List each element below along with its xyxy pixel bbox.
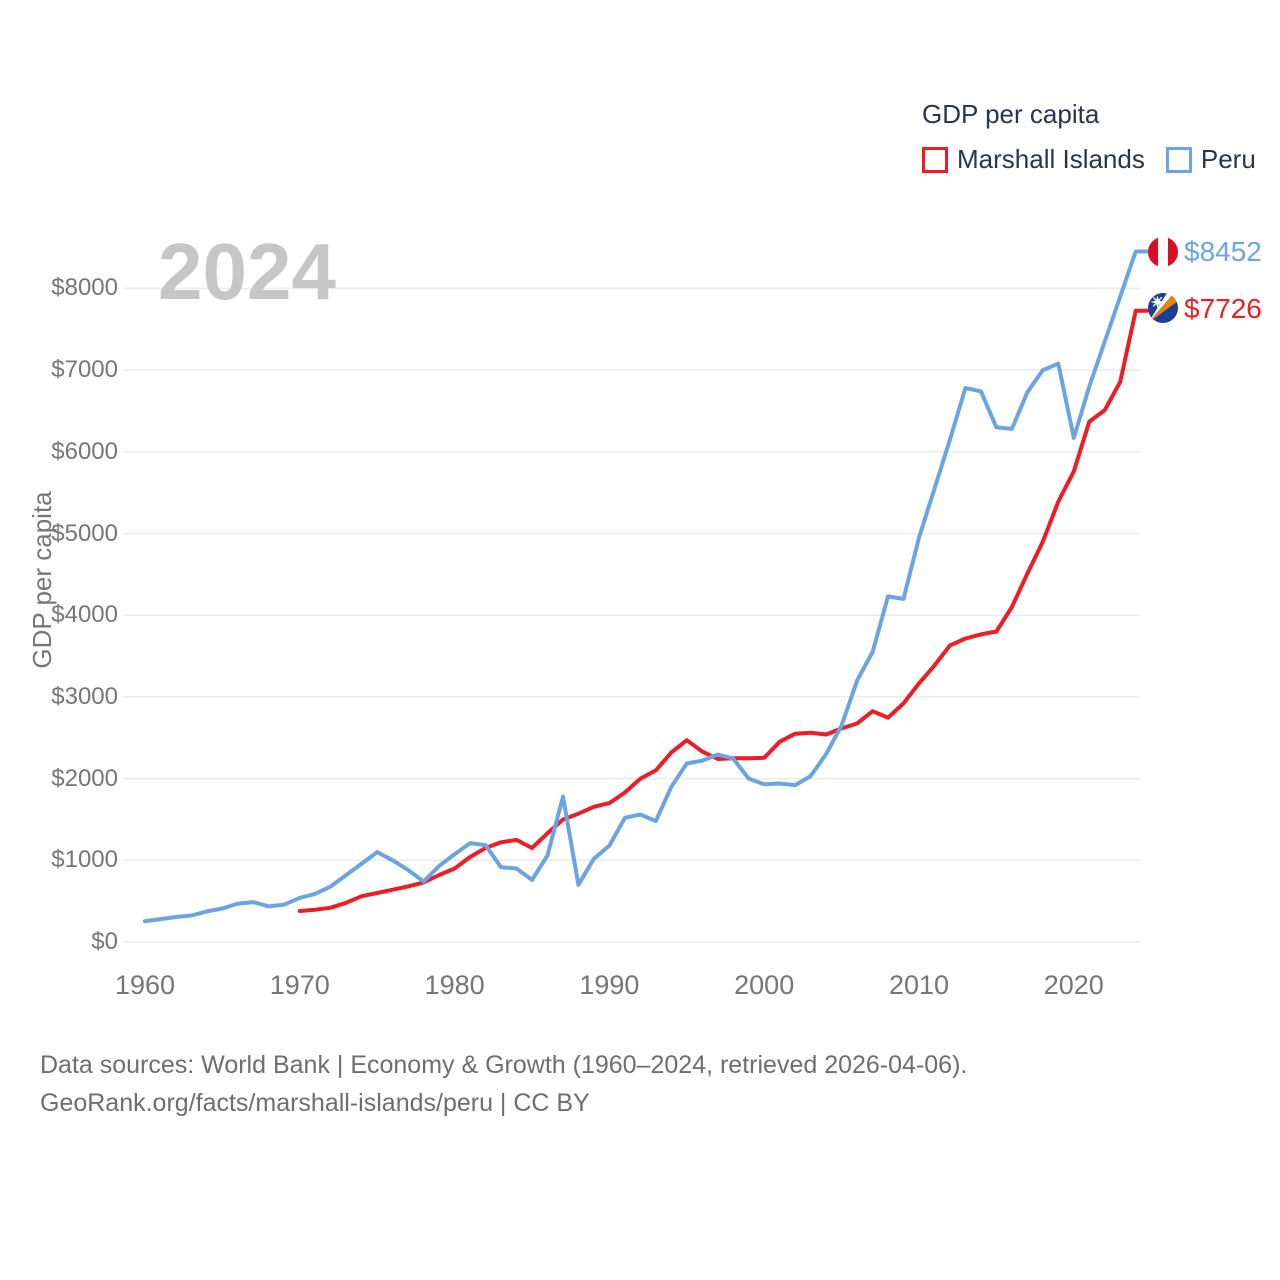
source-caption: Data sources: World Bank | Economy & Gro… [40, 1046, 967, 1122]
y-tick-7000: $7000 [51, 356, 118, 384]
peru-swatch-icon [1165, 146, 1192, 173]
legend-title: GDP per capita [922, 99, 1100, 129]
peru-flag-icon [1148, 237, 1178, 267]
x-tick-1960: 1960 [114, 970, 176, 1000]
legend-row: Marshall Islands Peru [922, 144, 1256, 175]
x-tick-1970: 1970 [269, 970, 330, 1000]
y-axis-title: GDP per capita [27, 491, 57, 669]
marshall-islands-line[interactable] [297, 308, 1149, 913]
source-line-1: Data sources: World Bank | Economy & Gro… [40, 1051, 968, 1079]
source-line-2: GeoRank.org/facts/marshall-islands/peru … [40, 1089, 590, 1117]
x-tick-2000: 2000 [734, 970, 795, 1000]
legend-item-marshall-islands[interactable]: Marshall Islands [922, 144, 1145, 175]
y-tick-3000: $3000 [51, 682, 118, 710]
y-tick-8000: $8000 [51, 274, 118, 302]
y-tick-0: $0 [91, 928, 118, 955]
marshall-islands-end-value: $7726 [1184, 293, 1262, 324]
peru-line[interactable] [143, 249, 1149, 924]
x-tick-1980: 1980 [424, 970, 485, 1000]
x-tick-2010: 2010 [888, 970, 950, 1000]
y-tick-6000: $6000 [51, 437, 118, 465]
y-tick-1000: $1000 [51, 846, 118, 874]
legend-label-peru: Peru [1200, 144, 1256, 174]
legend-item-peru[interactable]: Peru [1165, 144, 1256, 175]
chart-legend: GDP per capita Marshall Islands Peru [922, 99, 1256, 175]
y-tick-5000: $5000 [51, 519, 118, 547]
x-tick-2020: 2020 [1043, 970, 1104, 1000]
legend-label-marshall-islands: Marshall Islands [957, 144, 1145, 174]
year-watermark: 2024 [158, 227, 336, 316]
x-tick-1990: 1990 [579, 970, 640, 1000]
peru-end-value: $8452 [1184, 236, 1262, 267]
y-tick-2000: $2000 [51, 764, 118, 792]
marshall-islands-flag-icon [1148, 293, 1178, 323]
marshall-islands-swatch-icon [922, 146, 948, 173]
y-tick-4000: $4000 [51, 601, 118, 629]
